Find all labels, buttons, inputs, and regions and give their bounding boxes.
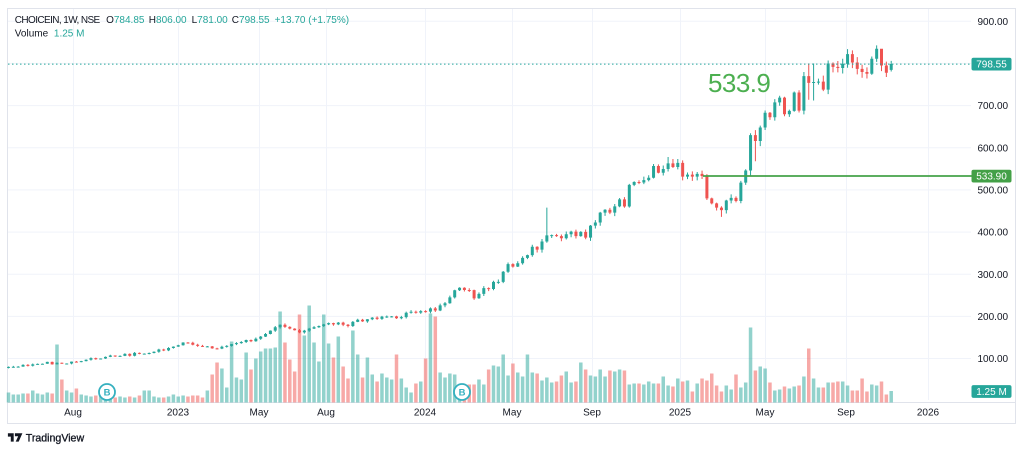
svg-text:600.00: 600.00 bbox=[978, 143, 1009, 154]
svg-text:2026: 2026 bbox=[917, 408, 940, 419]
svg-text:1.25 M: 1.25 M bbox=[976, 387, 1007, 398]
svg-text:400.00: 400.00 bbox=[978, 228, 1009, 239]
svg-text:2023: 2023 bbox=[167, 408, 190, 419]
svg-text:533.9: 533.9 bbox=[708, 68, 770, 98]
svg-text:700.00: 700.00 bbox=[978, 101, 1009, 112]
svg-text:May: May bbox=[756, 408, 775, 419]
svg-text:300.00: 300.00 bbox=[978, 270, 1009, 281]
svg-text:Sep: Sep bbox=[583, 408, 601, 419]
svg-text:Sep: Sep bbox=[837, 408, 855, 419]
svg-text:2024: 2024 bbox=[414, 408, 437, 419]
svg-text:B: B bbox=[459, 388, 466, 399]
svg-text:May: May bbox=[503, 408, 522, 419]
svg-text:Volume 1.25 M: Volume 1.25 M bbox=[15, 28, 85, 39]
svg-text:798.55: 798.55 bbox=[976, 60, 1007, 71]
svg-text:May: May bbox=[250, 408, 269, 419]
svg-text:900.00: 900.00 bbox=[978, 17, 1009, 28]
svg-text:100.00: 100.00 bbox=[978, 354, 1009, 365]
svg-text:TradingView: TradingView bbox=[26, 432, 85, 444]
svg-text:500.00: 500.00 bbox=[978, 186, 1009, 197]
svg-text:533.90: 533.90 bbox=[976, 172, 1007, 183]
svg-text:Aug: Aug bbox=[317, 408, 335, 419]
svg-text:2025: 2025 bbox=[669, 408, 692, 419]
svg-text:Aug: Aug bbox=[64, 408, 82, 419]
svg-text:B: B bbox=[104, 388, 111, 399]
svg-text:200.00: 200.00 bbox=[978, 312, 1009, 323]
